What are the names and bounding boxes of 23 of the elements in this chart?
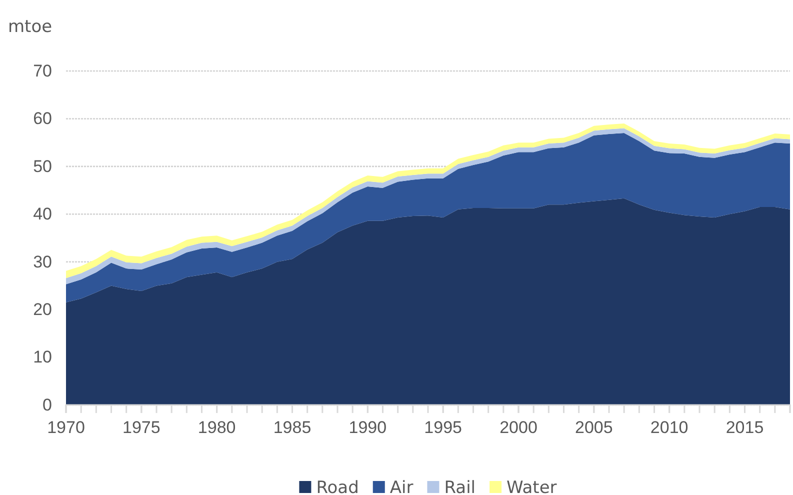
y-tick-label: 60 bbox=[33, 109, 52, 128]
y-tick-label: 20 bbox=[33, 300, 52, 320]
x-tick-label: 2000 bbox=[500, 418, 538, 438]
x-tick-label: 1980 bbox=[198, 418, 236, 438]
y-tick-label: 0 bbox=[42, 395, 52, 414]
x-tick-label: 2005 bbox=[575, 418, 613, 438]
x-tick-label: 1970 bbox=[47, 418, 85, 438]
x-tick-label: 1985 bbox=[273, 418, 312, 438]
y-tick-label: 10 bbox=[33, 348, 52, 367]
y-tick-label: 70 bbox=[33, 61, 52, 80]
x-tick-label: 2015 bbox=[726, 418, 764, 438]
x-tick-label: 1975 bbox=[122, 418, 160, 438]
x-tick-label: 1995 bbox=[424, 418, 462, 438]
y-tick-label: 30 bbox=[33, 252, 52, 272]
x-tick-label: 1990 bbox=[348, 418, 387, 438]
y-tick-label: 50 bbox=[33, 156, 52, 176]
legend-label: Air bbox=[390, 478, 414, 495]
legend-label: Rail bbox=[444, 478, 476, 495]
y-tick-label: 40 bbox=[33, 204, 52, 224]
legend-label: Road bbox=[316, 478, 359, 495]
legend-label: Water bbox=[506, 478, 557, 495]
x-tick-label: 2010 bbox=[650, 418, 688, 438]
y-axis-title: mtoe bbox=[8, 17, 52, 37]
